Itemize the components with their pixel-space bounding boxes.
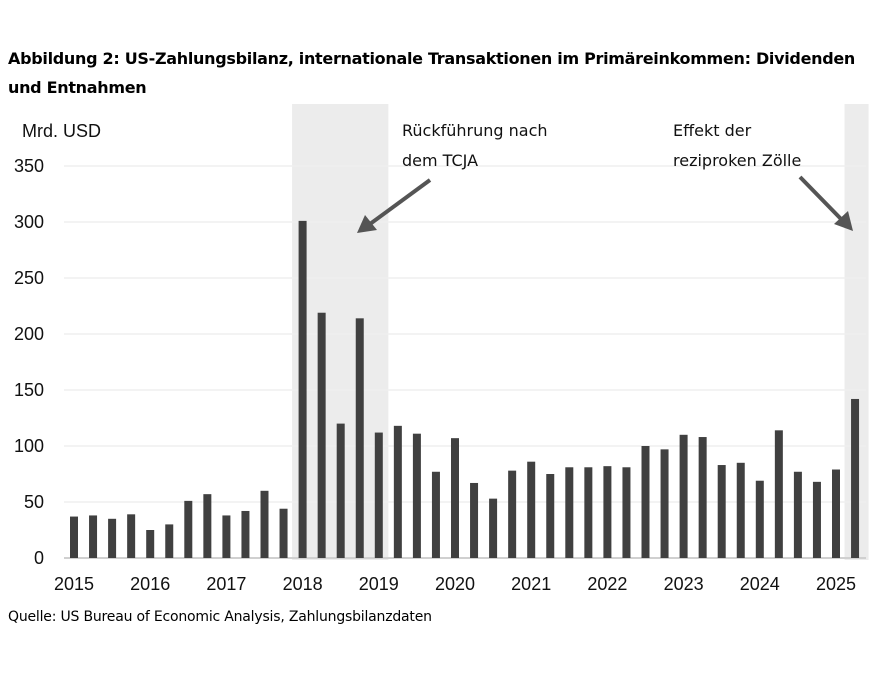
bar-2016Q3 xyxy=(184,500,193,558)
chart-title: Abbildung 2: US-Zahlungsbilanz, internat… xyxy=(8,49,856,97)
bar-2019Q4 xyxy=(431,471,440,558)
x-tick-label: 2021 xyxy=(511,574,551,594)
annotation-tariffs-line1: Effekt der xyxy=(673,121,752,140)
bar-2020Q4 xyxy=(508,470,517,558)
bar-2016Q1 xyxy=(146,530,155,558)
bar-2017Q2 xyxy=(241,510,250,558)
x-tick-label: 2023 xyxy=(664,574,704,594)
bar-2022Q2 xyxy=(622,467,631,558)
bar-2020Q3 xyxy=(489,498,498,558)
bar-2015Q3 xyxy=(108,518,117,558)
x-tick-label: 2016 xyxy=(130,574,170,594)
x-tick-label: 2022 xyxy=(587,574,627,594)
bar-2023Q3 xyxy=(717,465,726,558)
bar-2022Q4 xyxy=(660,449,669,558)
bar-2019Q3 xyxy=(412,433,421,558)
x-tick-label: 2017 xyxy=(206,574,246,594)
bar-2019Q1 xyxy=(374,432,383,558)
bar-2019Q2 xyxy=(393,425,402,558)
y-axis-unit-label: Mrd. USD xyxy=(22,121,101,141)
bar-2015Q4 xyxy=(127,514,136,558)
bar-2020Q1 xyxy=(451,438,459,558)
bar-2015Q2 xyxy=(89,515,98,558)
bar-2023Q1 xyxy=(679,434,688,558)
y-tick-label: 300 xyxy=(14,212,44,232)
y-tick-label: 0 xyxy=(34,548,44,568)
arrow-tariffs xyxy=(798,175,853,231)
bar-2021Q1 xyxy=(527,461,536,558)
bar-2024Q3 xyxy=(793,471,802,558)
bar-2017Q1 xyxy=(222,515,231,558)
y-tick-label: 150 xyxy=(14,380,44,400)
y-tick-label: 200 xyxy=(14,324,44,344)
bar-2024Q4 xyxy=(812,481,821,558)
y-tick-label: 350 xyxy=(14,156,44,176)
bar-2022Q3 xyxy=(641,446,650,558)
annotation-tcja-line2: dem TCJA xyxy=(402,151,478,170)
bar-2016Q4 xyxy=(203,494,212,558)
bar-2018Q1 xyxy=(298,220,307,558)
bar-2022Q1 xyxy=(603,466,612,558)
source-note: Quelle: US Bureau of Economic Analysis, … xyxy=(8,609,432,625)
bar-2020Q2 xyxy=(470,482,479,558)
bar-2015Q1 xyxy=(70,516,78,558)
y-tick-label: 100 xyxy=(14,436,44,456)
x-tick-label: 2024 xyxy=(740,574,780,594)
bar-2021Q2 xyxy=(546,474,555,558)
bar-2025Q2 xyxy=(851,398,860,558)
bar-2018Q3 xyxy=(336,423,345,558)
x-tick-label: 2015 xyxy=(54,574,94,594)
bar-2018Q4 xyxy=(355,318,364,558)
bar-2024Q2 xyxy=(774,430,783,558)
bar-2025Q1 xyxy=(832,469,840,558)
arrow-tcja xyxy=(357,178,432,233)
annotation-tariffs-line2: reziproken Zölle xyxy=(673,151,801,170)
y-tick-label: 50 xyxy=(24,492,44,512)
bar-2021Q3 xyxy=(565,467,574,558)
x-tick-label: 2020 xyxy=(435,574,475,594)
x-tick-label: 2019 xyxy=(359,574,399,594)
x-tick-label: 2025 xyxy=(816,574,856,594)
bar-2018Q2 xyxy=(317,312,326,558)
bar-2016Q2 xyxy=(165,524,174,558)
bar-2023Q4 xyxy=(736,462,745,558)
y-tick-label: 250 xyxy=(14,268,44,288)
bar-2017Q4 xyxy=(279,508,288,558)
bar-2024Q1 xyxy=(755,480,764,558)
annotation-tcja-line1: Rückführung nach xyxy=(402,121,548,140)
bar-2017Q3 xyxy=(260,490,269,558)
bar-2021Q4 xyxy=(584,467,593,558)
bar-2023Q2 xyxy=(698,437,707,558)
x-tick-label: 2018 xyxy=(283,574,323,594)
